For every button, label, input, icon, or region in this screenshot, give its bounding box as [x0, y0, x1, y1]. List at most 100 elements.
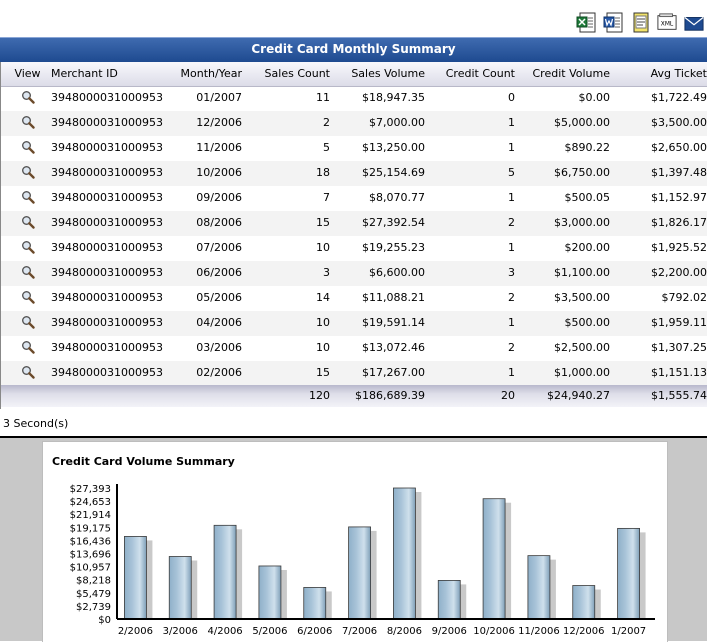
bar	[168, 556, 192, 620]
x-tick-label: 2/2006	[118, 626, 153, 637]
magnifier-icon[interactable]	[21, 340, 35, 354]
sales-count-cell: 15	[316, 366, 330, 379]
column-header-merchant-id[interactable]: Merchant ID	[51, 67, 118, 80]
email-icon[interactable]	[684, 12, 704, 33]
sales-volume-cell: $18,947.35	[362, 91, 425, 104]
y-tick-label: $10,957	[70, 563, 111, 574]
sales-count-cell: 5	[323, 141, 330, 154]
credit-count-cell: 0	[508, 91, 515, 104]
chart-panel: Credit Card Volume Summary $0 $2,739 $5,47…	[42, 441, 668, 642]
magnifier-icon[interactable]	[21, 265, 35, 279]
grid-title: Credit Card Monthly Summary	[0, 37, 707, 63]
y-tick-label: $16,436	[70, 536, 111, 547]
merchant-id-cell: 3948000031000953	[51, 241, 163, 254]
column-header-sales-volume[interactable]: Sales Volume	[351, 67, 425, 80]
magnifier-icon[interactable]	[21, 115, 35, 129]
column-header-credit-count[interactable]: Credit Count	[445, 67, 515, 80]
divider	[0, 436, 707, 438]
credit-volume-cell: $6,750.00	[554, 166, 610, 179]
y-tick-label: $24,653	[70, 497, 111, 508]
y-tick-label: $0	[98, 615, 111, 626]
merchant-id-cell: 3948000031000953	[51, 266, 163, 279]
x-tick-label: 7/2006	[342, 626, 377, 637]
table-row: 3948000031000953 10/2006 18 $25,154.69 5 $6,7…	[1, 161, 707, 186]
credit-count-cell: 1	[508, 316, 515, 329]
sales-volume-cell: $13,250.00	[362, 141, 425, 154]
column-header-view[interactable]: View	[14, 67, 41, 80]
month-year-cell: 07/2006	[196, 241, 242, 254]
x-tick-label: 9/2006	[432, 626, 467, 637]
sales-count-cell: 15	[316, 216, 330, 229]
table-row: 3948000031000953 06/2006 3 $6,600.00 3 $1,100…	[1, 261, 707, 286]
month-year-cell: 11/2006	[196, 141, 242, 154]
magnifier-icon[interactable]	[21, 190, 35, 204]
sales-count-cell: 10	[316, 341, 330, 354]
credit-count-cell: 1	[508, 191, 515, 204]
credit-volume-cell: $3,000.00	[554, 216, 610, 229]
excel-export-icon[interactable]	[576, 12, 596, 33]
month-year-cell: 01/2007	[196, 91, 242, 104]
avg-ticket-cell: $1,925.52	[651, 241, 707, 254]
y-tick-label: $21,914	[70, 510, 111, 521]
merchant-id-cell: 3948000031000953	[51, 141, 163, 154]
bar	[437, 580, 461, 620]
column-header-avg-ticket[interactable]: Avg Ticket	[650, 67, 707, 80]
bar	[124, 536, 147, 620]
chart-title: Credit Card Volume Summary	[52, 455, 235, 468]
sales-volume-cell: $13,072.46	[362, 341, 425, 354]
month-year-cell: 02/2006	[196, 366, 242, 379]
credit-count-cell: 1	[508, 241, 515, 254]
bar	[258, 565, 282, 620]
x-tick-label: 1/2007	[611, 626, 646, 637]
credit-count-cell: 5	[508, 166, 515, 179]
column-header-month-year[interactable]: Month/Year	[180, 67, 242, 80]
table-row: 3948000031000953 12/2006 2 $7,000.00 1 $5,000…	[1, 111, 707, 136]
column-header-credit-volume[interactable]: Credit Volume	[532, 67, 611, 80]
sales-count-cell: 14	[316, 291, 330, 304]
merchant-id-cell: 3948000031000953	[51, 366, 163, 379]
sales-volume-cell: $6,600.00	[369, 266, 425, 279]
merchant-id-cell: 3948000031000953	[51, 316, 163, 329]
x-tick-label: 5/2006	[252, 626, 287, 637]
table-row: 3948000031000953 11/2006 5 $13,250.00 1 $890.…	[1, 136, 707, 161]
total-credit-count: 20	[501, 389, 515, 402]
word-export-icon[interactable]	[603, 12, 623, 33]
y-tick-label: $19,175	[70, 523, 111, 534]
credit-volume-cell: $2,500.00	[554, 341, 610, 354]
credit-count-cell: 1	[508, 141, 515, 154]
table-row: 3948000031000953 02/2006 15 $17,267.00 1 $1,0…	[1, 361, 707, 386]
magnifier-icon[interactable]	[21, 240, 35, 254]
column-header-sales-count[interactable]: Sales Count	[264, 67, 330, 80]
magnifier-icon[interactable]	[21, 290, 35, 304]
merchant-id-cell: 3948000031000953	[51, 341, 163, 354]
magnifier-icon[interactable]	[21, 365, 35, 379]
bar	[393, 487, 416, 620]
month-year-cell: 06/2006	[196, 266, 242, 279]
month-year-cell: 12/2006	[196, 116, 242, 129]
month-year-cell: 03/2006	[196, 341, 242, 354]
export-toolbar: XML	[0, 0, 707, 36]
merchant-id-cell: 3948000031000953	[51, 291, 163, 304]
bar	[572, 585, 596, 620]
sales-count-cell: 7	[323, 191, 330, 204]
magnifier-icon[interactable]	[21, 90, 35, 104]
print-preview-icon[interactable]	[631, 12, 651, 33]
credit-volume-cell: $1,100.00	[554, 266, 610, 279]
sales-volume-cell: $8,070.77	[369, 191, 425, 204]
avg-ticket-cell: $1,151.13	[651, 366, 707, 379]
avg-ticket-cell: $3,500.00	[651, 116, 707, 129]
magnifier-icon[interactable]	[21, 215, 35, 229]
magnifier-icon[interactable]	[21, 140, 35, 154]
y-tick-label: $5,479	[76, 589, 111, 600]
month-year-cell: 04/2006	[196, 316, 242, 329]
magnifier-icon[interactable]	[21, 315, 35, 329]
credit-volume-cell: $500.05	[564, 191, 611, 204]
credit-volume-cell: $5,000.00	[554, 116, 610, 129]
month-year-cell: 09/2006	[196, 191, 242, 204]
credit-count-cell: 1	[508, 116, 515, 129]
y-tick-label: $27,393	[70, 484, 111, 495]
magnifier-icon[interactable]	[21, 165, 35, 179]
xml-export-icon[interactable]: XML	[657, 12, 677, 33]
credit-count-cell: 2	[508, 291, 515, 304]
merchant-id-cell: 3948000031000953	[51, 216, 163, 229]
